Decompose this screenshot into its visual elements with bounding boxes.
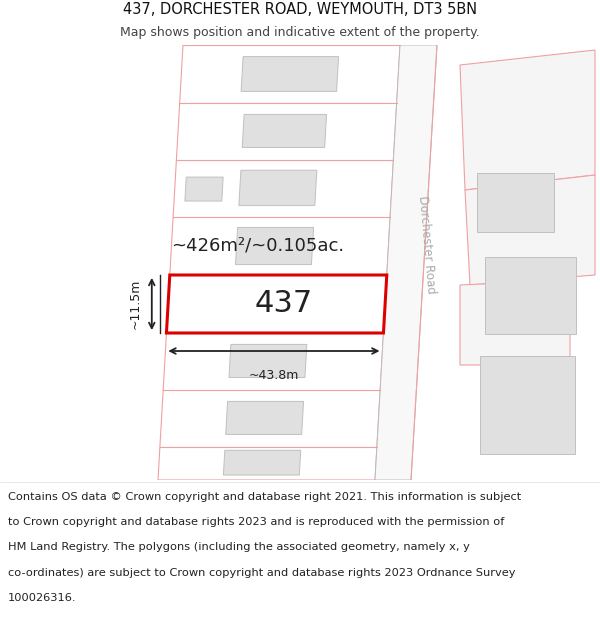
- Text: to Crown copyright and database rights 2023 and is reproduced with the permissio: to Crown copyright and database rights 2…: [8, 517, 504, 527]
- Text: HM Land Registry. The polygons (including the associated geometry, namely x, y: HM Land Registry. The polygons (includin…: [8, 542, 470, 552]
- Text: Contains OS data © Crown copyright and database right 2021. This information is : Contains OS data © Crown copyright and d…: [8, 492, 521, 502]
- Polygon shape: [460, 280, 570, 365]
- Polygon shape: [375, 45, 437, 480]
- Polygon shape: [158, 45, 400, 480]
- Text: Map shows position and indicative extent of the property.: Map shows position and indicative extent…: [120, 26, 480, 39]
- Polygon shape: [166, 275, 387, 333]
- Text: ~11.5m: ~11.5m: [129, 279, 142, 329]
- Text: 100026316.: 100026316.: [8, 593, 76, 603]
- Polygon shape: [476, 173, 554, 232]
- Text: co-ordinates) are subject to Crown copyright and database rights 2023 Ordnance S: co-ordinates) are subject to Crown copyr…: [8, 568, 515, 578]
- Polygon shape: [235, 228, 314, 264]
- Polygon shape: [229, 344, 307, 377]
- Text: 437: 437: [254, 289, 313, 319]
- Polygon shape: [460, 50, 595, 190]
- Text: ~426m²/~0.105ac.: ~426m²/~0.105ac.: [171, 236, 344, 254]
- Text: 437, DORCHESTER ROAD, WEYMOUTH, DT3 5BN: 437, DORCHESTER ROAD, WEYMOUTH, DT3 5BN: [123, 2, 477, 18]
- Polygon shape: [223, 450, 301, 475]
- Polygon shape: [226, 401, 304, 434]
- Polygon shape: [185, 177, 223, 201]
- Polygon shape: [241, 57, 338, 91]
- Polygon shape: [480, 356, 575, 454]
- Polygon shape: [485, 256, 575, 334]
- Text: Dorchester Road: Dorchester Road: [416, 196, 437, 294]
- Text: ~43.8m: ~43.8m: [249, 369, 299, 382]
- Polygon shape: [242, 114, 326, 148]
- Polygon shape: [239, 170, 317, 206]
- Polygon shape: [465, 175, 595, 285]
